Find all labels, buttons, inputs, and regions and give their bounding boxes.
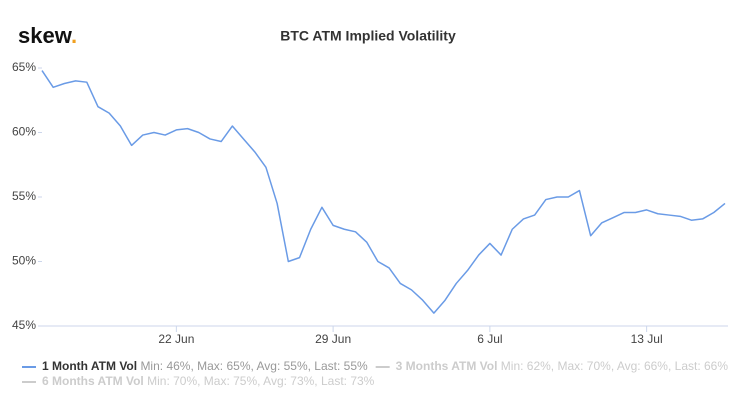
x-tick-label: 6 Jul xyxy=(477,332,502,346)
logo: skew. xyxy=(18,23,77,48)
series-line xyxy=(41,70,726,314)
legend-stats: Min: 70%, Max: 75%, Avg: 73%, Last: 73% xyxy=(147,374,375,388)
legend-item: 3 Months ATM Vol Min: 62%, Max: 70%, Avg… xyxy=(396,359,729,373)
legend-item: 1 Month ATM Vol Min: 46%, Max: 65%, Avg:… xyxy=(42,359,368,373)
y-tick-label: 45% xyxy=(12,318,36,332)
chart-title: BTC ATM Implied Volatility xyxy=(280,28,456,44)
y-tick-label: 50% xyxy=(12,254,36,268)
legend-stats: Min: 46%, Max: 65%, Avg: 55%, Last: 55% xyxy=(140,359,368,373)
legend-name: 6 Months ATM Vol xyxy=(42,374,144,388)
y-tick-label: 60% xyxy=(12,125,36,139)
legend-name: 3 Months ATM Vol xyxy=(396,359,498,373)
x-tick-label: 13 Jul xyxy=(631,332,663,346)
legend-name: 1 Month ATM Vol xyxy=(42,359,137,373)
legend-stats: Min: 62%, Max: 70%, Avg: 66%, Last: 66% xyxy=(501,359,729,373)
legend-item: 6 Months ATM Vol Min: 70%, Max: 75%, Avg… xyxy=(42,374,375,388)
logo-text: skew xyxy=(18,23,73,48)
x-tick-label: 22 Jun xyxy=(158,332,194,346)
y-tick-label: 65% xyxy=(12,60,36,74)
x-tick-label: 29 Jun xyxy=(315,332,351,346)
y-tick-label: 55% xyxy=(12,189,36,203)
logo-dot: . xyxy=(71,23,77,48)
